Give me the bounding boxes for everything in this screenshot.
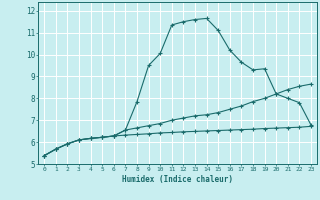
- X-axis label: Humidex (Indice chaleur): Humidex (Indice chaleur): [122, 175, 233, 184]
